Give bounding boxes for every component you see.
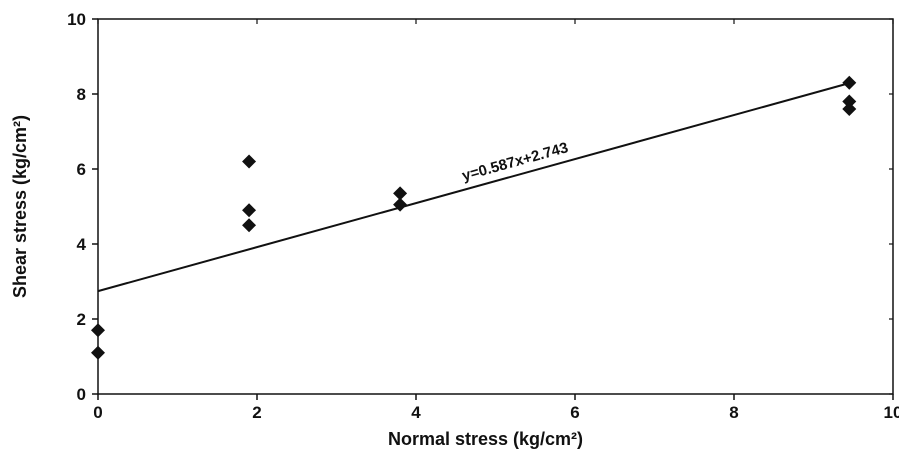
data-point [842, 75, 857, 90]
x-tick-label: 6 [570, 403, 579, 422]
data-point [393, 186, 408, 201]
y-tick-label: 0 [77, 385, 86, 404]
x-axis-title: Normal stress (kg/cm²) [388, 429, 583, 449]
x-tick-label: 8 [729, 403, 738, 422]
y-axis-title: Shear stress (kg/cm²) [10, 115, 30, 298]
data-point [842, 102, 857, 116]
y-axis-ticks: 0 2 4 6 8 10 [67, 10, 893, 404]
data-point [242, 218, 257, 233]
x-tick-label: 4 [411, 403, 421, 422]
y-tick-label: 4 [77, 235, 87, 254]
data-point [91, 345, 105, 360]
x-tick-label: 10 [884, 403, 899, 422]
trendline-equation: y=0.587x+2.743 [460, 139, 570, 185]
y-tick-label: 8 [77, 85, 86, 104]
x-tick-label: 0 [93, 403, 102, 422]
y-tick-label: 10 [67, 10, 86, 29]
data-point [393, 197, 408, 212]
x-tick-label: 2 [252, 403, 261, 422]
y-tick-label: 6 [77, 160, 86, 179]
data-point [842, 94, 857, 109]
y-tick-label: 2 [77, 310, 86, 329]
plot-frame [97, 18, 894, 395]
data-point [242, 203, 257, 218]
x-axis-ticks: 0 2 4 6 8 10 [93, 19, 899, 422]
data-point [242, 154, 257, 169]
data-point [91, 323, 105, 338]
trendline [97, 82, 850, 293]
trendline-group: y=0.587x+2.743 [97, 82, 850, 293]
data-points-group [91, 75, 857, 360]
